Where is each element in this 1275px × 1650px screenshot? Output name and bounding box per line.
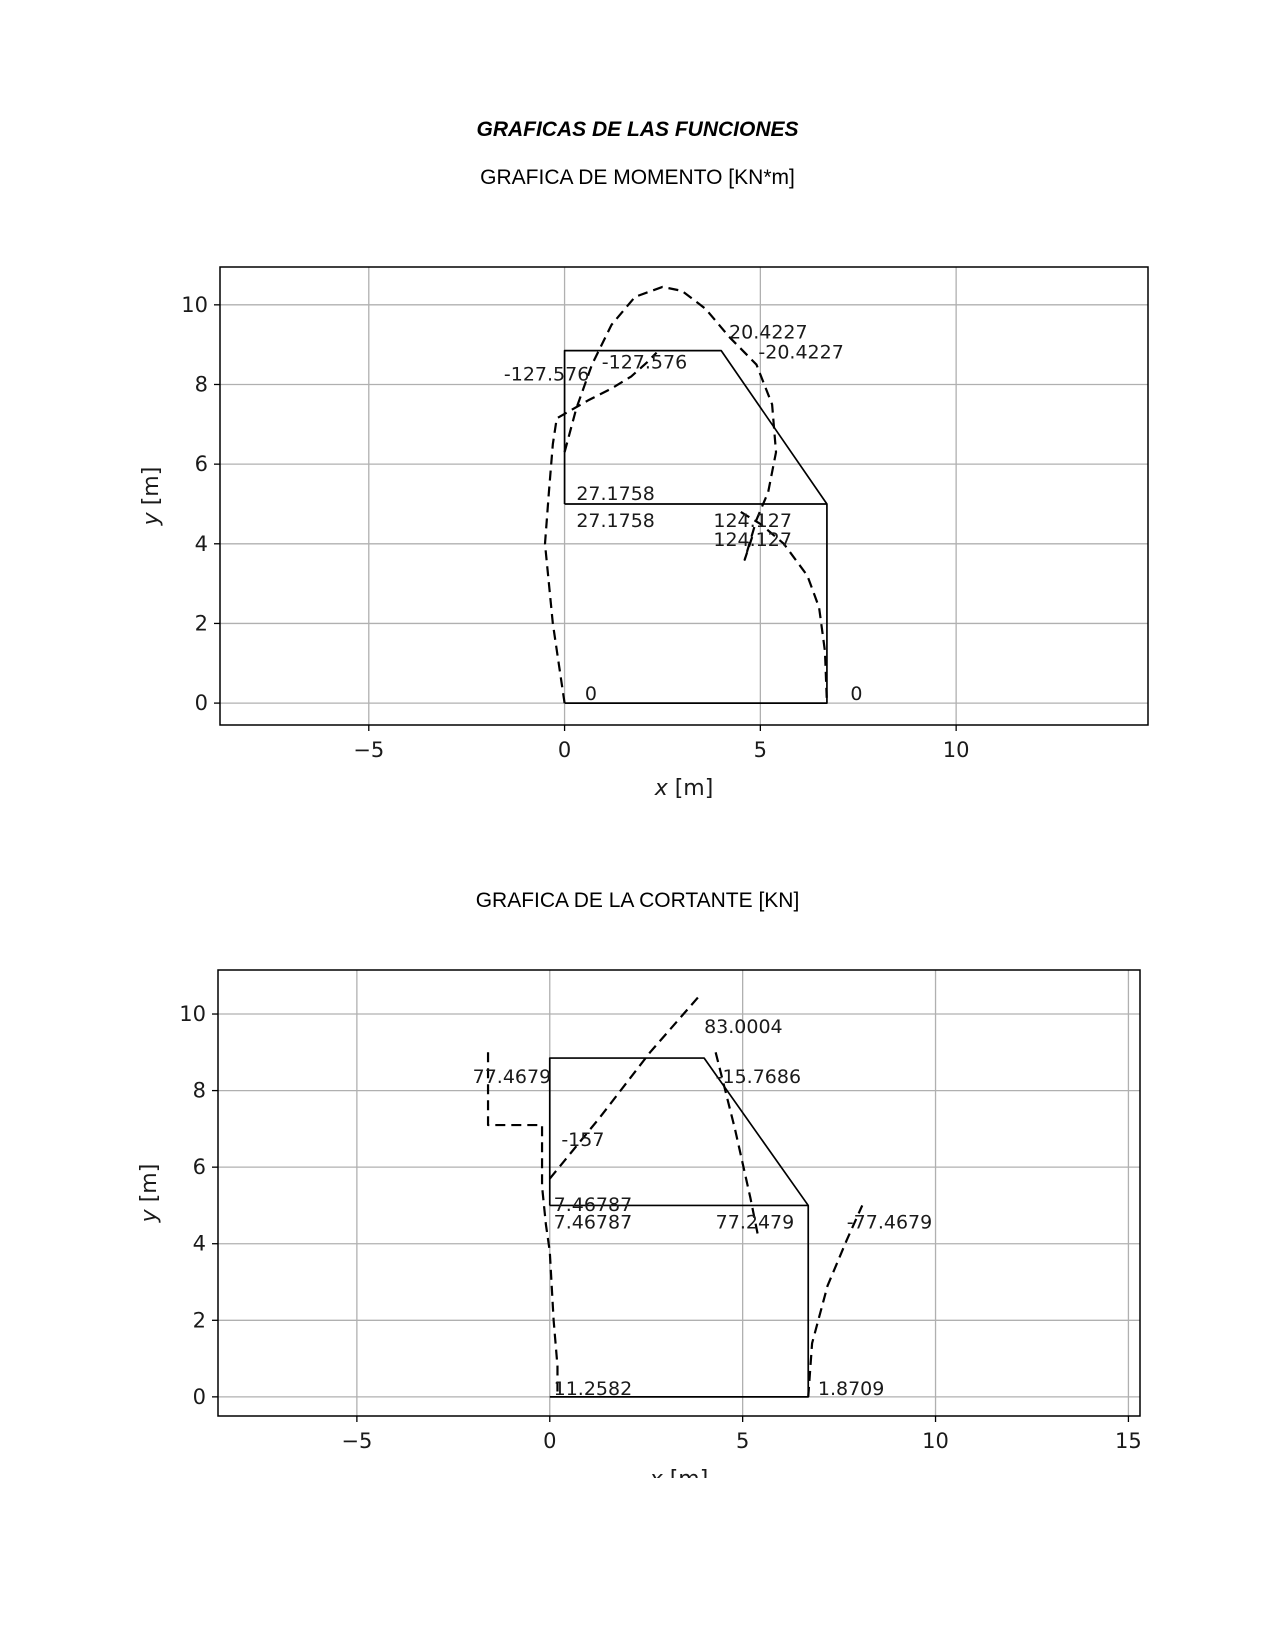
function-curve-3: [548, 994, 702, 1180]
value-annotation: 77.2479: [716, 1211, 795, 1233]
value-annotation: -77.4679: [847, 1211, 932, 1233]
value-annotation: 77.4679: [473, 1066, 552, 1088]
y-axis-label: y [m]: [139, 467, 164, 527]
x-tick-label: 5: [754, 738, 767, 762]
plot-frame: [217, 969, 1141, 1417]
function-curve-4: [714, 1052, 760, 1237]
y-tick-label: 8: [195, 372, 208, 396]
moment-chart: −5 0 5 10 0 2 4 6 8 10 20.4227-20.4227 -127.576 -127…: [139, 266, 1149, 800]
x-tick-label: 5: [736, 1429, 749, 1453]
y-tick-label: 2: [195, 611, 208, 635]
x-tick-label: −5: [341, 1429, 372, 1453]
value-annotation: 27.1758: [576, 483, 655, 505]
function-curve-4: [740, 510, 829, 704]
x-tick-label: 15: [1115, 1429, 1142, 1453]
value-annotation: 20.4227: [729, 322, 808, 344]
y-tick-label: 4: [193, 1232, 206, 1256]
value-annotation: 1.8709: [818, 1378, 884, 1400]
y-tick-label: 10: [179, 1002, 206, 1026]
grid-lines: [220, 267, 1148, 725]
x-tick-label: 0: [543, 1429, 556, 1453]
shear-chart: −5 0 5 10 15 0 2 4 6 8 10 83.0004 77.4679 -15.7686 -15…: [137, 969, 1142, 1478]
y-tick-label: 0: [193, 1385, 206, 1409]
value-annotation: 124.127: [713, 529, 792, 551]
value-annotation: 11.2582: [554, 1378, 633, 1400]
y-tick-label: 2: [193, 1308, 206, 1332]
function-curve-3: [563, 285, 778, 561]
value-annotation: -157: [561, 1129, 604, 1151]
x-tick-label: 10: [922, 1429, 949, 1453]
y-tick-label: 10: [181, 293, 208, 317]
x-tick-label: 0: [558, 738, 571, 762]
value-annotation: 0: [585, 683, 597, 705]
function-curve-2: [486, 1052, 559, 1397]
y-axis-label: y [m]: [137, 1164, 162, 1224]
y-tick-label: 6: [195, 452, 208, 476]
value-annotation: 7.46787: [554, 1211, 633, 1233]
shear-chart-title: GRAFICA DE LA CORTANTE [KN]: [475, 889, 800, 912]
value-annotation: -127.576: [504, 364, 589, 386]
x-tick-label: −5: [353, 738, 384, 762]
value-annotation: -20.4227: [758, 342, 843, 364]
function-curve-2: [543, 351, 658, 704]
moment-chart-title: GRAFICA DE MOMENTO [KN*m]: [480, 166, 795, 189]
value-annotation: 7.46787: [554, 1194, 633, 1216]
x-axis-label: x [m]: [654, 776, 714, 800]
plot-frame: [219, 266, 1149, 726]
frame-structure-0: [548, 1057, 810, 1398]
document-title: GRAFICAS DE LAS FUNCIONES: [476, 118, 799, 141]
value-annotation: 124.127: [713, 510, 792, 532]
value-annotation: -15.7686: [716, 1066, 801, 1088]
function-curve-5: [807, 1204, 864, 1397]
value-annotation: 83.0004: [704, 1016, 783, 1038]
x-tick-label: 10: [943, 738, 970, 762]
y-tick-label: 4: [195, 532, 208, 556]
value-annotation: 0: [850, 683, 862, 705]
grid-lines: [218, 970, 1140, 1416]
value-annotation: 27.1758: [576, 510, 655, 532]
y-tick-label: 8: [193, 1079, 206, 1103]
value-annotation: -127.576: [602, 352, 687, 374]
x-axis-label: x [m]: [649, 1467, 709, 1478]
y-tick-label: 6: [193, 1155, 206, 1179]
y-tick-label: 0: [195, 691, 208, 715]
